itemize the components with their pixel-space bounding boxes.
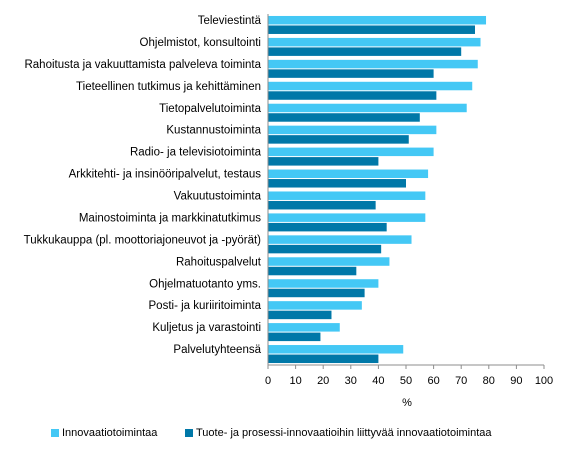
legend-swatch-innovaatiotoimintaa (51, 429, 59, 437)
legend-label-innovaatiotoimintaa: Innovaatiotoimintaa (62, 427, 158, 439)
legend-swatch-tuote-ja-prosessi (185, 429, 193, 437)
category-label-mainostoiminta-ja-markkinatutkimus: Mainostoiminta ja markkinatutkimus (79, 212, 261, 224)
category-label-vakuutustoiminta: Vakuutustoiminta (174, 191, 262, 203)
bar-arkkitehti-ja-insinooripalvelut-testaus-series-2 (268, 179, 406, 188)
bar-tieteellinen-tutkimus-ja-kehittaminen-series-2 (268, 91, 437, 100)
bar-tukkukauppa-pl-moottoriajoneuvot-ja-pyorat-series-2 (268, 244, 382, 254)
bar-ohjelmatuotanto-yms-series-1 (268, 279, 379, 288)
x-axis-ticks: 0 10 20 30 40 50 60 70 80 90 100 (265, 365, 553, 387)
bar-ohjelmistot-konsultointi-series-1 (268, 37, 481, 47)
bar-televiestinta-series-2 (268, 25, 475, 34)
bar-rahoitusta-ja-vakuuttamista-palveleva-toiminta-series-1 (268, 59, 478, 69)
bar-arkkitehti-ja-insinooripalvelut-testaus-series-1 (268, 169, 429, 179)
bar-tieteellinen-tutkimus-ja-kehittaminen-series-1 (268, 81, 473, 91)
x-tick-label-0: 0 (265, 375, 271, 387)
category-labels: Televiestintä Ohjelmistot, konsultointi Ra… (24, 15, 262, 356)
bar-tukkukauppa-pl-moottoriajoneuvot-ja-pyorat-series-1 (268, 235, 412, 244)
bar-ohjelmatuotanto-yms-series-2 (268, 288, 365, 298)
x-tick-label-70: 70 (455, 375, 467, 387)
bars (268, 15, 487, 364)
x-tick-label-10: 10 (289, 375, 301, 387)
x-tick-label-20: 20 (317, 375, 329, 387)
x-tick-label-60: 60 (427, 375, 439, 387)
legend-label-tuote-ja-prosessi: Tuote- ja prosessi-innovaatioihin liitty… (196, 427, 492, 439)
bar-mainostoiminta-ja-markkinatutkimus-series-1 (268, 213, 426, 222)
x-tick-label-30: 30 (345, 375, 357, 387)
bar-palvelutyhteensa-series-2 (268, 354, 379, 364)
category-label-arkkitehti-ja-insinooripalvelut-testaus: Arkkitehti- ja insinööripalvelut, testau… (69, 169, 262, 181)
x-tick-label-40: 40 (372, 375, 384, 387)
bar-radio-ja-televisiotoiminta-series-1 (268, 147, 434, 157)
category-label-rahoituspalvelut: Rahoituspalvelut (176, 256, 262, 268)
category-label-palvelutyhteensa: Palvelutyhteensä (173, 344, 261, 356)
bar-ohjelmistot-konsultointi-series-2 (268, 47, 462, 56)
x-tick-label-80: 80 (483, 375, 495, 387)
category-label-tukkukauppa-pl-moottoriajoneuvot-ja-pyorat: Tukkukauppa (pl. moottoriajoneuvot ja -p… (24, 234, 262, 246)
bar-mainostoiminta-ja-markkinatutkimus-series-2 (268, 222, 387, 232)
category-label-tietopalvelutoiminta: Tietopalvelutoiminta (159, 103, 261, 115)
bar-kuljetus-ja-varastointi-series-1 (268, 323, 340, 332)
bar-vakuutustoiminta-series-2 (268, 200, 376, 210)
x-tick-label-50: 50 (400, 375, 412, 387)
bar-radio-ja-televisiotoiminta-series-2 (268, 157, 379, 166)
bar-posti-ja-kuriiritoiminta-series-1 (268, 301, 362, 310)
category-label-televiestinta: Televiestintä (198, 15, 262, 27)
x-tick-label-100: 100 (535, 375, 553, 387)
category-label-radio-ja-televisiotoiminta: Radio- ja televisiotoiminta (130, 147, 262, 159)
bar-rahoituspalvelut-series-2 (268, 266, 357, 276)
category-label-rahoitusta-ja-vakuuttamista-palveleva-toiminta: Rahoitusta ja vakuuttamista palveleva to… (24, 59, 261, 71)
bar-rahoituspalvelut-series-1 (268, 257, 390, 266)
bar-tietopalvelutoiminta-series-2 (268, 113, 420, 122)
bar-posti-ja-kuriiritoiminta-series-2 (268, 310, 332, 320)
category-label-tieteellinen-tutkimus-ja-kehittaminen: Tieteellinen tutkimus ja kehittäminen (76, 81, 261, 93)
bar-televiestinta-series-1 (268, 15, 487, 25)
category-label-ohjelmatuotanto-yms: Ohjelmatuotanto yms. (149, 278, 261, 290)
bar-kuljetus-ja-varastointi-series-2 (268, 332, 321, 342)
bar-vakuutustoiminta-series-1 (268, 191, 426, 200)
category-label-ohjelmistot-konsultointi: Ohjelmistot, konsultointi (140, 37, 261, 49)
bar-kustannustoiminta-series-2 (268, 135, 409, 144)
bar-palvelutyhteensa-series-1 (268, 345, 404, 354)
bar-kustannustoiminta-series-1 (268, 125, 437, 135)
x-tick-label-90: 90 (510, 375, 522, 387)
bar-tietopalvelutoiminta-series-1 (268, 103, 467, 113)
legend: Innovaatiotoimintaa Tuote- ja prosessi-i… (51, 427, 492, 439)
category-label-kuljetus-ja-varastointi: Kuljetus ja varastointi (152, 322, 261, 334)
category-label-posti-ja-kuriiritoiminta: Posti- ja kuriiritoiminta (149, 300, 262, 312)
category-label-kustannustoiminta: Kustannustoiminta (166, 125, 261, 137)
x-axis-title: % (402, 397, 412, 409)
bar-rahoitusta-ja-vakuuttamista-palveleva-toiminta-series-2 (268, 69, 434, 78)
